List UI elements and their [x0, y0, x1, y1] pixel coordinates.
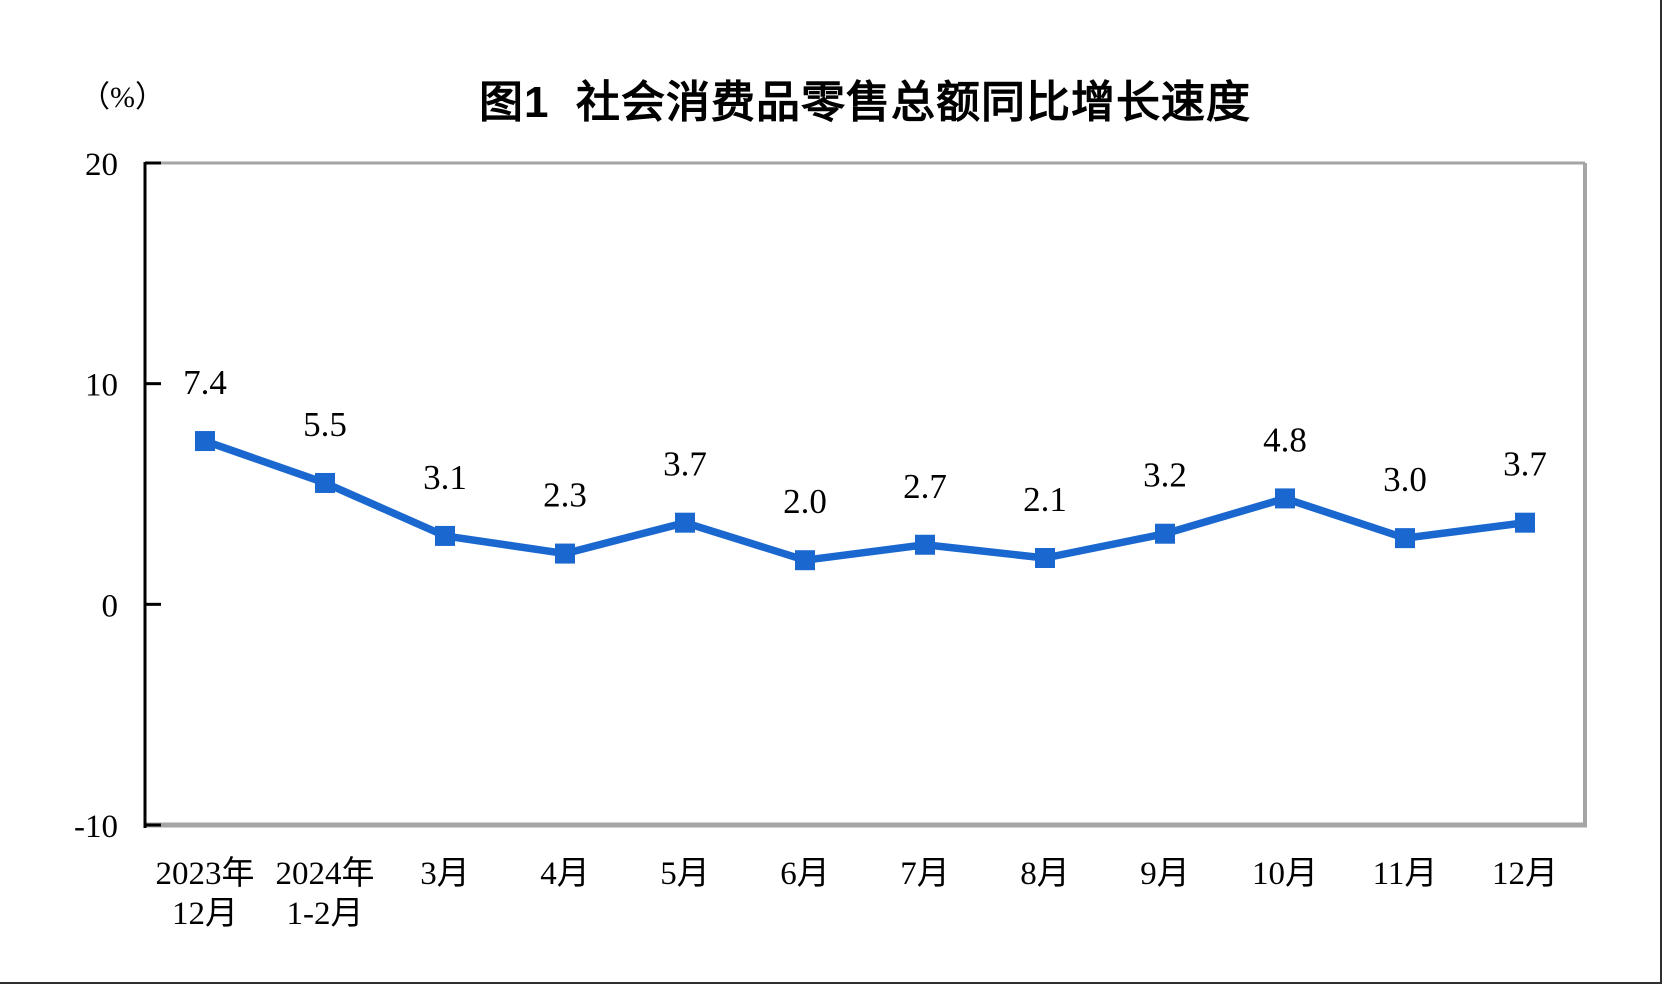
x-tick-label: 9月 [1140, 856, 1190, 892]
x-tick-label: 10月 [1252, 856, 1318, 892]
data-point-label: 2.3 [543, 476, 587, 515]
x-tick-label: 2024年 1-2月 [276, 855, 375, 932]
data-point-marker [795, 550, 815, 571]
series-line [201, 437, 1529, 564]
data-point-label: 2.7 [903, 467, 947, 506]
data-point-label: 3.0 [1383, 460, 1427, 499]
y-tick-label: -10 [74, 809, 118, 845]
x-tick-label: 3月 [420, 856, 470, 892]
data-point-label: 3.1 [423, 458, 467, 497]
data-point-marker [1515, 512, 1535, 533]
data-point-label: 3.7 [1503, 445, 1547, 484]
y-tick-label: 0 [102, 588, 119, 624]
data-point-label: 7.4 [183, 363, 227, 402]
data-point-marker [1155, 523, 1175, 544]
data-point-marker [675, 512, 695, 533]
x-tick-label: 4月 [540, 856, 590, 892]
data-point-label: 3.7 [663, 445, 707, 484]
data-point-marker [1395, 528, 1415, 549]
chart-title: 图1 社会消费品零售总额同比增长速度 [479, 78, 1251, 127]
data-point-marker [315, 472, 335, 493]
x-tick-label: 2023年 12月 [156, 855, 255, 932]
data-point-label: 3.2 [1143, 456, 1187, 495]
data-point-label: 5.5 [303, 405, 347, 444]
data-point-marker [915, 534, 935, 555]
x-tick-label: 11月 [1373, 856, 1438, 892]
data-point-marker [555, 543, 575, 564]
data-point-label: 2.1 [1023, 480, 1067, 519]
data-point-marker [1035, 547, 1055, 568]
x-tick-label: 7月 [900, 856, 950, 892]
x-tick-label: 6月 [780, 856, 830, 892]
y-tick-label: 10 [85, 368, 118, 404]
x-tick-label: 12月 [1492, 856, 1558, 892]
x-tick-label: 5月 [660, 856, 710, 892]
y-tick-label: 20 [85, 147, 118, 183]
x-tick-label: 8月 [1020, 856, 1070, 892]
data-point-marker [195, 431, 215, 452]
y-axis-unit-label: （%） [80, 81, 165, 114]
data-point-marker [1275, 488, 1295, 509]
data-point-label: 2.0 [783, 482, 827, 521]
data-point-marker [435, 525, 455, 546]
data-point-label: 4.8 [1263, 420, 1307, 459]
